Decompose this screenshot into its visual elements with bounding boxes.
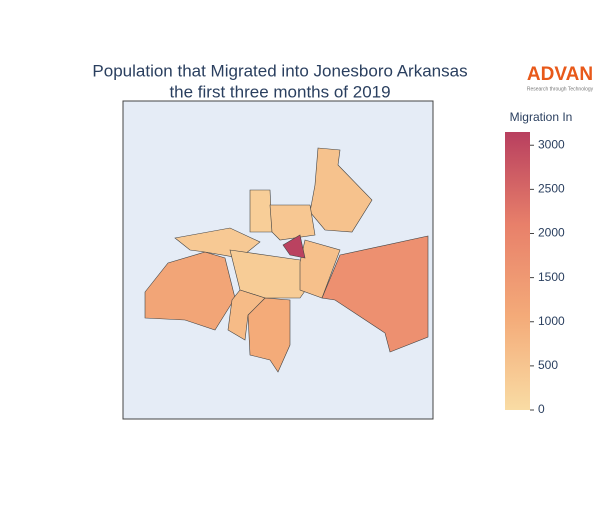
- region: [282, 234, 306, 259]
- colorbar: [505, 132, 530, 410]
- region: [227, 289, 266, 341]
- colorbar-tick-label: 2000: [538, 226, 565, 240]
- region: [321, 235, 429, 353]
- colorbar-tick-label: 0: [538, 402, 545, 416]
- region: [247, 297, 291, 373]
- region: [249, 189, 273, 233]
- region: [269, 204, 316, 241]
- region: [299, 239, 341, 299]
- colorbar-tick-label: 3000: [538, 137, 565, 151]
- colorbar-tick-label: 500: [538, 358, 558, 372]
- colorbar-tick-label: 2500: [538, 182, 565, 196]
- colorbar-tick-label: 1500: [538, 270, 565, 284]
- colorbar-title: Migration In: [510, 110, 573, 124]
- logo: ADVAN: [527, 64, 593, 85]
- chart-title: Population that Migrated into Jonesboro …: [92, 61, 467, 80]
- colorbar-tick-label: 1000: [538, 314, 565, 328]
- region: [309, 147, 373, 233]
- logo-tagline: Research through Technology: [527, 86, 594, 92]
- chart-subtitle: the first three months of 2019: [169, 82, 390, 101]
